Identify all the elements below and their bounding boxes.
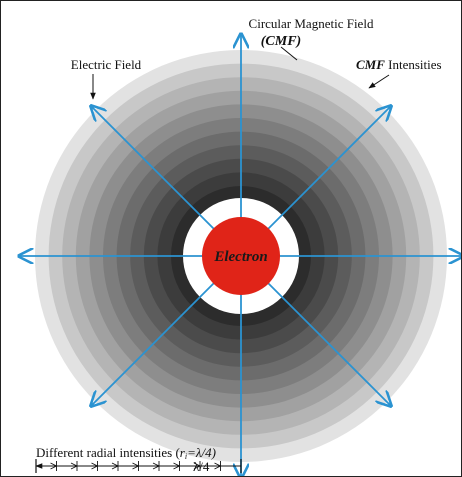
radial-scale-tick [173,461,181,471]
radial-intensities-label: Different radial intensities (ri=λ/4) [36,445,216,461]
radial-eq: =λ/4) [187,445,216,460]
cmf-abbrev-label: (CMF) [261,34,301,49]
radial-scale-tick [214,461,222,471]
radial-scale [35,459,242,473]
radial-scale-tick [70,461,79,471]
cmf-intensities-label: CMF Intensities [356,57,442,72]
radial-scale-tick [193,461,202,471]
cmf-intensities-em: CMF [356,57,385,72]
radial-scale-tick [50,461,58,471]
radial-scale-tick [132,461,140,471]
electric-field-label: Electric Field [71,57,142,72]
electron-core [202,217,280,295]
radial-sub: i [185,452,187,461]
cmf-pointer-line [280,46,298,61]
radial-scale-tick [111,461,120,471]
radial-r: r [180,445,186,460]
electron-label: Electron [213,249,267,265]
radial-scale-tick [152,461,161,471]
cmf-title-label: Circular Magnetic Field [249,16,374,31]
cmf-intensities-rest: Intensities [385,57,442,72]
lambda-quarter-label: λ/4 [193,459,210,474]
radial-prefix: Different radial intensities ( [36,445,180,460]
cmf-intensities-pointer [368,74,390,89]
radial-scale-tick [91,461,99,471]
